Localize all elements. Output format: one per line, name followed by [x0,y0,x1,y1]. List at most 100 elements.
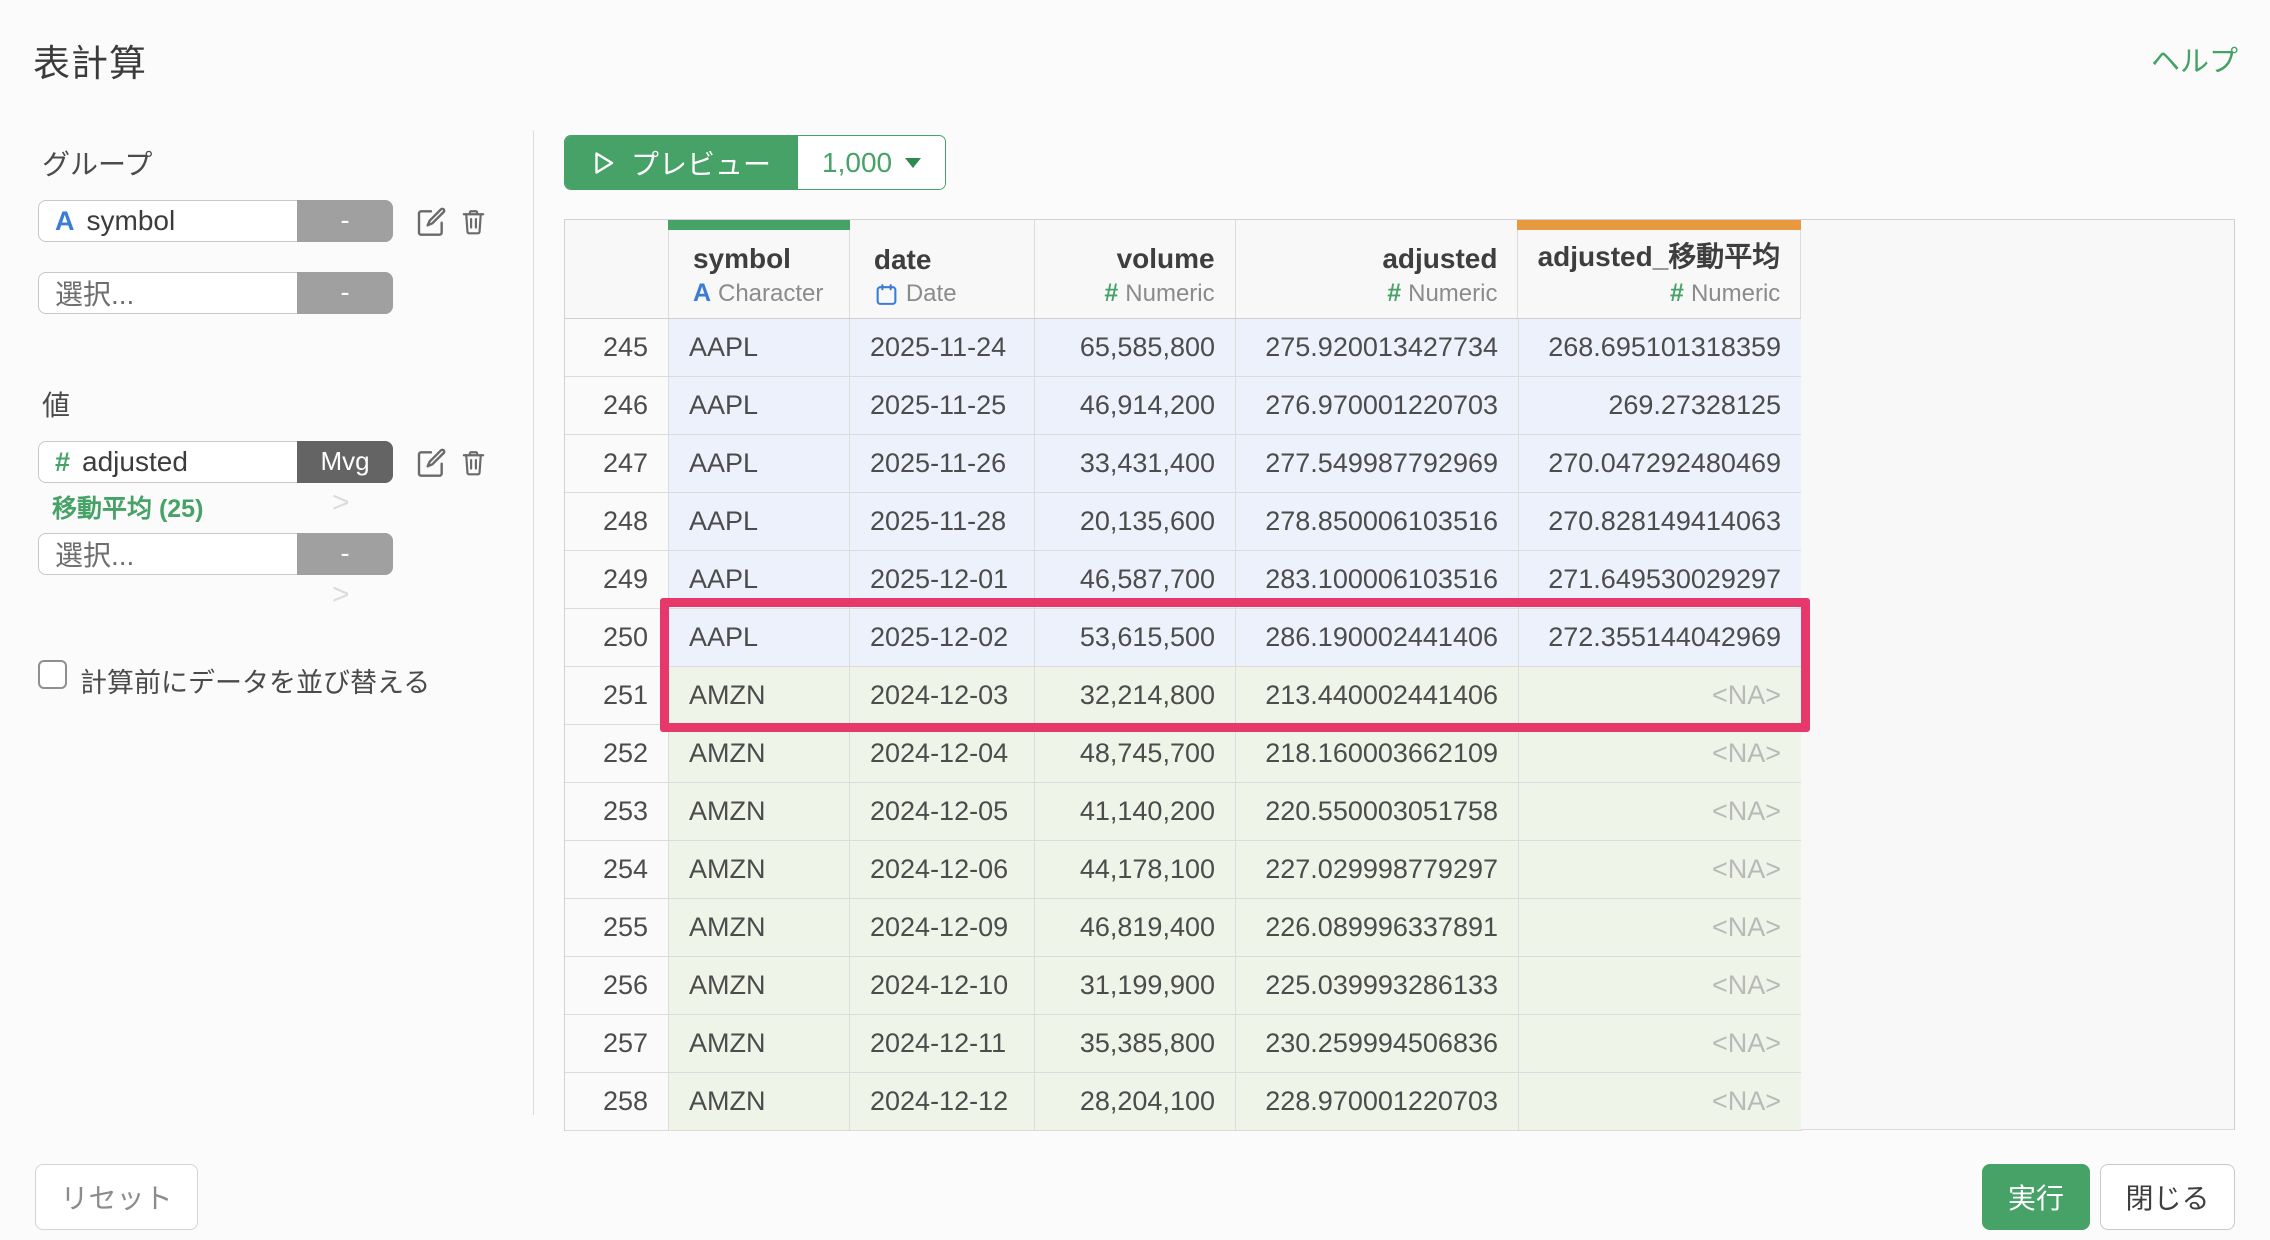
table-row: 253 AMZN 2024-12-05 41,140,200 220.550003051… [565,783,1802,841]
volume-cell: 20,135,600 [1035,493,1236,550]
chevron-right-icon: > [332,578,350,611]
group-select-placeholder: 選択... [55,279,135,310]
value-column-field[interactable]: # adjusted Mvg [38,440,393,483]
value-calc-badge[interactable]: Mvg [297,440,393,483]
volume-cell: 46,914,200 [1035,377,1236,434]
preview-button[interactable]: プレビュー [565,136,799,189]
row-number-cell: 256 [565,957,669,1014]
table-row: 246 AAPL 2025-11-25 46,914,200 276.970001220… [565,377,1802,435]
date-cell: 2025-12-01 [850,551,1035,608]
date-cell: 2024-12-06 [850,841,1035,898]
row-number-cell: 248 [565,493,669,550]
column-label: date [873,244,932,275]
run-button[interactable]: 実行 [1982,1164,2090,1230]
adjusted-cell: 277.549987792969 [1236,435,1519,492]
date-cell: 2025-11-25 [850,377,1035,434]
column-label: symbol [692,243,791,274]
date-cell: 2024-12-11 [850,1015,1035,1072]
symbol-cell: AMZN [669,957,850,1014]
row-number-cell: 246 [565,377,669,434]
edit-group-icon[interactable] [415,206,447,238]
help-link[interactable]: ヘルプ [2150,46,2238,78]
symbol-cell: AAPL [669,435,850,492]
column-type-label: Numeric [1408,279,1498,307]
value-select-field[interactable]: 選択... - [38,532,393,575]
sidebar-divider [533,130,534,1115]
symbol-cell: AMZN [669,841,850,898]
volume-cell: 35,385,800 [1035,1015,1236,1072]
mvg-cell: <NA> [1519,841,1802,898]
date-cell: 2024-12-10 [850,957,1035,1014]
group-column-accent [667,220,850,230]
symbol-cell: AMZN [669,1015,850,1072]
column-header-adjusted-moving-average: adjusted_移動平均 # Numeric [1517,220,1802,318]
value-select-badge[interactable]: - [297,532,393,575]
symbol-cell: AMZN [669,899,850,956]
group-column-field[interactable]: A symbol - [38,199,393,242]
column-label: adjusted [1382,243,1498,274]
column-label: volume [1116,243,1215,274]
symbol-cell: AAPL [669,319,850,376]
date-cell: 2025-11-28 [850,493,1035,550]
table-row: 252 AMZN 2024-12-04 48,745,700 218.160003662… [565,725,1802,783]
mvg-cell: <NA> [1519,1015,1802,1072]
calendar-icon [876,283,897,305]
date-cell: 2025-11-24 [850,319,1035,376]
character-type-icon: A [692,279,711,307]
adjusted-cell: 220.550003051758 [1236,783,1519,840]
volume-cell: 48,745,700 [1035,725,1236,782]
row-limit-value: 1,000 [822,146,893,178]
table-body: 245 AAPL 2025-11-24 65,585,800 275.920013427… [565,319,1802,1131]
row-number-cell: 255 [565,899,669,956]
delete-value-icon[interactable] [459,448,488,477]
adjusted-cell: 276.970001220703 [1236,377,1519,434]
adjusted-cell: 227.029998779297 [1236,841,1519,898]
delete-group-icon[interactable] [459,207,488,236]
row-number-cell: 252 [565,725,669,782]
volume-cell: 53,615,500 [1035,609,1236,666]
table-row: 250 AAPL 2025-12-02 53,615,500 286.190002441… [565,609,1802,667]
mvg-cell: <NA> [1519,725,1802,782]
symbol-cell: AMZN [669,725,850,782]
volume-cell: 65,585,800 [1035,319,1236,376]
row-number-cell: 250 [565,609,669,666]
adjusted-cell: 213.440002441406 [1236,667,1519,724]
table-row: 257 AMZN 2024-12-11 35,385,800 230.259994506… [565,1015,1802,1073]
table-row: 256 AMZN 2024-12-10 31,199,900 225.039993286… [565,957,1802,1015]
date-cell: 2024-12-03 [850,667,1035,724]
column-header-volume: volume # Numeric [1035,220,1236,318]
adjusted-cell: 226.089996337891 [1236,899,1519,956]
adjusted-cell: 218.160003662109 [1236,725,1519,782]
column-label: adjusted_移動平均 [1537,241,1781,272]
preview-button-group[interactable]: プレビュー 1,000 [564,135,947,190]
empty-header-cell [1801,220,2235,318]
edit-value-icon[interactable] [415,447,447,479]
table-right-filler [1801,318,2235,1130]
preview-button-label: プレビュー [631,148,772,180]
symbol-cell: AAPL [669,551,850,608]
table-row: 258 AMZN 2024-12-12 28,204,100 228.970001220… [565,1073,1802,1131]
group-sort-badge[interactable]: - [297,199,393,242]
numeric-type-icon: # [55,446,71,477]
reset-button[interactable]: リセット [35,1164,198,1230]
adjusted-cell: 286.190002441406 [1236,609,1519,666]
mvg-cell: 272.355144042969 [1519,609,1802,666]
row-limit-dropdown[interactable]: 1,000 [798,136,946,189]
sort-before-calc-label: 計算前にデータを並び替える [80,668,431,698]
moving-average-note[interactable]: 移動平均 (25) [52,495,204,523]
value-select-placeholder: 選択... [55,540,135,571]
numeric-type-icon: # [1104,279,1119,307]
column-type-label: Character [718,279,824,307]
group-select-badge[interactable]: - [297,271,393,314]
group-select-field[interactable]: 選択... - [38,271,393,314]
column-type-label: Numeric [1125,279,1215,307]
play-icon [595,151,614,174]
close-button[interactable]: 閉じる [2100,1164,2235,1230]
mvg-cell: 270.828149414063 [1519,493,1802,550]
volume-cell: 33,431,400 [1035,435,1236,492]
row-number-header [565,220,669,318]
mvg-cell: <NA> [1519,1073,1802,1130]
mvg-cell: <NA> [1519,783,1802,840]
row-number-cell: 245 [565,319,669,376]
sort-before-calc-checkbox[interactable] [38,660,67,689]
